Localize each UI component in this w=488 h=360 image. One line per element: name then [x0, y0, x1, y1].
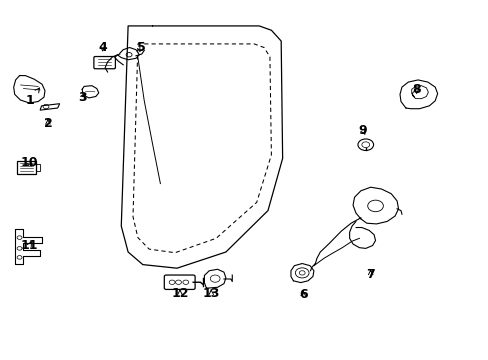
- Text: 5: 5: [137, 41, 146, 54]
- Text: 11: 11: [20, 239, 38, 252]
- Text: 3: 3: [78, 91, 86, 104]
- Text: 4: 4: [98, 41, 107, 54]
- Text: 6: 6: [298, 288, 307, 301]
- Bar: [36, 164, 40, 171]
- Text: 10: 10: [20, 156, 38, 169]
- Text: 8: 8: [411, 83, 420, 96]
- Bar: [17, 161, 36, 174]
- Text: 9: 9: [358, 124, 366, 137]
- Text: 7: 7: [366, 268, 374, 281]
- Text: 2: 2: [43, 117, 52, 130]
- Text: 1: 1: [26, 88, 40, 107]
- Text: 12: 12: [171, 287, 188, 300]
- Text: 13: 13: [202, 287, 220, 300]
